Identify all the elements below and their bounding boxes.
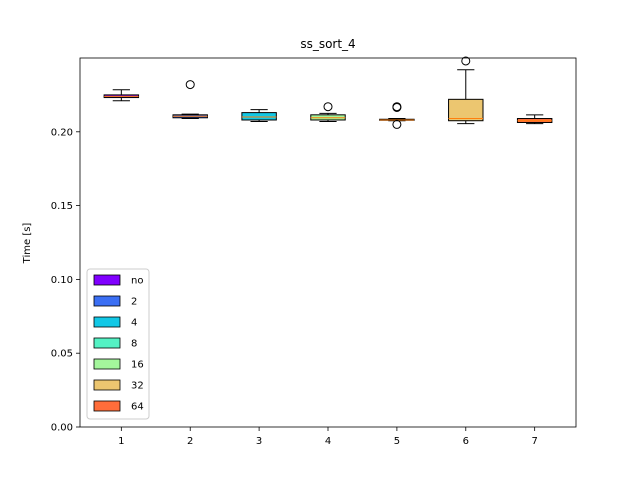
y-tick-label: 0.05 [51,349,73,360]
x-tick-label: 6 [463,436,469,447]
outlier-point [461,56,471,66]
legend-label: 64 [131,402,144,413]
chart-title: ss_sort_4 [300,37,355,51]
x-tick-label: 1 [118,436,124,447]
box-iqr [241,112,277,121]
x-tick-label: 5 [394,436,400,447]
y-tick-label: 0.20 [51,127,73,138]
legend-label: 4 [131,318,137,329]
legend-swatch [93,358,121,370]
y-tick-label: 0.00 [51,423,73,434]
outlier-point [392,102,402,112]
y-tick-label: 0.10 [51,275,73,286]
x-tick-label: 2 [187,436,193,447]
legend-label: 16 [131,360,144,371]
y-tick-label: 0.15 [51,201,73,212]
axes-frame [79,57,577,428]
legend-swatch [93,337,121,349]
legend-label: no [131,276,143,287]
outlier-point [323,102,333,112]
legend-swatch [93,400,121,412]
x-tick-label: 7 [531,436,537,447]
legend-swatch [93,379,121,391]
y-axis-label: Time [s] [22,223,33,265]
box-iqr [448,98,484,122]
x-tick-label: 3 [256,436,262,447]
plot-area: 0.00 0.05 0.10 0.15 0.20 1 2 3 4 5 6 7 no 2 4 8 16 32 64 [51,56,577,447]
legend-swatch [93,316,121,328]
legend-swatch [93,274,121,286]
outlier-point [185,80,195,90]
legend-label: 8 [131,339,137,350]
legend-label: 32 [131,381,144,392]
legend-swatch [93,295,121,307]
x-tick-label: 4 [325,436,331,447]
outlier-point [392,119,402,129]
legend-label: 2 [131,297,137,308]
